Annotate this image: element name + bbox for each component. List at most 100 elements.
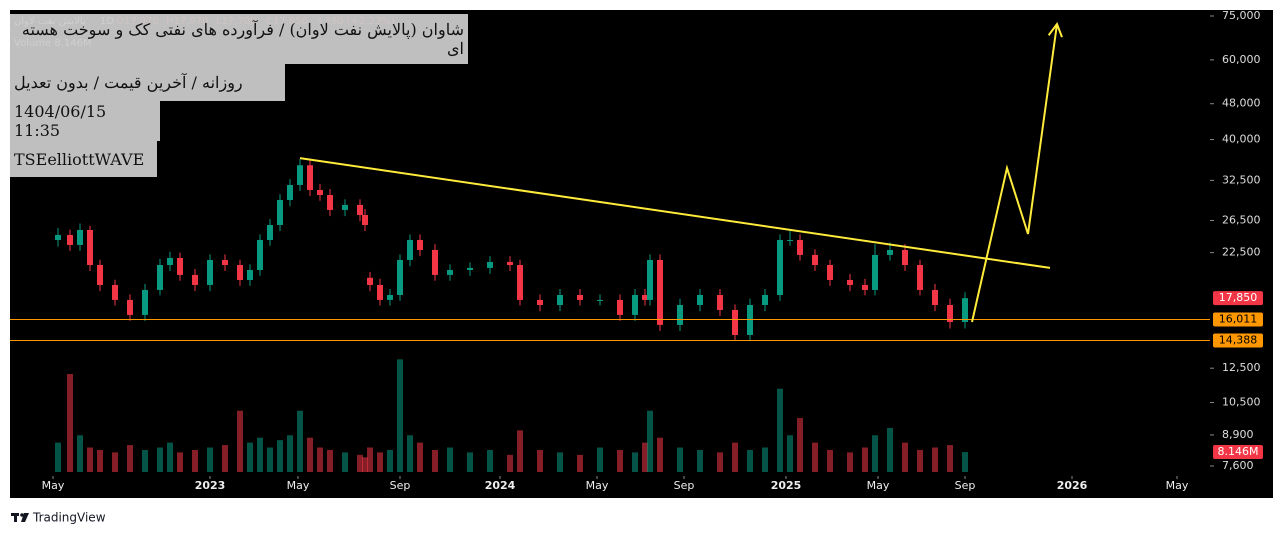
- candle-body: [917, 265, 923, 290]
- volume-bar: [257, 437, 263, 472]
- volume-bar: [847, 452, 853, 472]
- candle-body: [287, 184, 293, 201]
- trendline: [299, 157, 1051, 269]
- arrow-head: [1047, 21, 1063, 38]
- volume-bar: [317, 447, 323, 472]
- candle-body: [467, 267, 473, 270]
- x-tick-label: 2023: [195, 479, 226, 492]
- volume-bar: [407, 435, 413, 472]
- volume-bar: [247, 442, 253, 472]
- candle-body: [407, 239, 413, 260]
- candle-body: [812, 254, 818, 266]
- timestamp-box: 1404/06/15 11:35: [10, 101, 160, 141]
- volume-bar: [307, 437, 313, 472]
- x-tick-label: 2025: [771, 479, 802, 492]
- y-tick-label: 48,000: [1222, 97, 1261, 110]
- volume-bar: [632, 452, 638, 472]
- volume-bar: [67, 374, 73, 472]
- volume-bar: [237, 410, 243, 472]
- footer-logo: [11, 513, 29, 522]
- candle-body: [97, 265, 103, 285]
- volume-bar: [517, 430, 523, 472]
- candle-body: [307, 165, 313, 190]
- volume-bar: [432, 449, 438, 472]
- volume-bar: [657, 437, 663, 472]
- candle-body: [632, 294, 638, 315]
- candle-body: [557, 294, 563, 305]
- volume-bar: [342, 452, 348, 472]
- y-tick-label: 12,500: [1222, 361, 1261, 374]
- volume-bar: [55, 442, 61, 472]
- volume-label-box: [1213, 445, 1263, 460]
- candle-body: [367, 277, 373, 285]
- volume-bar: [947, 445, 953, 472]
- candle-body: [762, 294, 768, 305]
- candle-body: [207, 259, 213, 285]
- volume-bar: [87, 447, 93, 472]
- volume-bar: [447, 447, 453, 472]
- candle-body: [657, 259, 663, 325]
- volume-bar: [127, 445, 133, 472]
- y-tick-label: 10,500: [1222, 395, 1261, 408]
- volume-bar: [487, 449, 493, 472]
- volume-bar: [597, 447, 603, 472]
- volume-bar: [902, 442, 908, 472]
- candle-body: [342, 204, 348, 210]
- x-tick-label: May: [867, 479, 890, 492]
- last-price-label-box: [1213, 291, 1263, 306]
- candle-body: [787, 239, 793, 241]
- candle-body: [387, 294, 393, 300]
- volume-bar: [357, 454, 363, 472]
- last-price-label: 17,850: [1219, 291, 1258, 304]
- candle-body: [932, 289, 938, 305]
- volume-bar: [222, 445, 228, 472]
- y-tick-label: 8,900: [1222, 428, 1254, 441]
- candle-body: [827, 265, 833, 280]
- candle-body: [577, 294, 583, 300]
- projection: [971, 23, 1058, 323]
- volume-bar: [387, 449, 393, 472]
- title: شاوان (پالایش نفت لاوان) / فرآورده های ن…: [21, 20, 464, 58]
- candle-body: [397, 259, 403, 295]
- candle-body: [717, 294, 723, 310]
- volume-bar: [962, 452, 968, 472]
- candle-body: [872, 254, 878, 290]
- candle-body: [902, 249, 908, 266]
- volume-bar: [787, 435, 793, 472]
- candle-body: [297, 165, 303, 185]
- y-tick-label: 26,500: [1222, 213, 1261, 226]
- x-tick-label: 2026: [1057, 479, 1088, 492]
- x-tick-label: 2024: [485, 479, 516, 492]
- author: TSEelliottWAVE: [14, 149, 145, 169]
- candle-body: [777, 239, 783, 295]
- volume-bar: [277, 440, 283, 472]
- candle-body: [377, 284, 383, 300]
- volume-bar: [747, 449, 753, 472]
- volume-bar: [917, 449, 923, 472]
- candle-body: [267, 224, 273, 240]
- level-label-box: [1213, 312, 1263, 327]
- candle-body: [192, 274, 198, 285]
- volume-bar: [507, 454, 513, 472]
- subtitle: روزانه / آخرین قیمت / بدون تعدیل: [14, 73, 243, 92]
- volume-bar: [287, 435, 293, 472]
- candle-body: [327, 194, 333, 210]
- y-tick-label: 60,000: [1222, 53, 1261, 66]
- volume-bar: [777, 388, 783, 472]
- footer-text: TradingView: [32, 511, 106, 525]
- candle-body: [862, 284, 868, 290]
- volume-bar: [537, 449, 543, 472]
- volume-bar: [932, 447, 938, 472]
- candle-body: [317, 189, 323, 195]
- candle-body: [112, 284, 118, 300]
- volume-bar: [367, 447, 373, 472]
- x-tick-label: May: [586, 479, 609, 492]
- volume-bar: [717, 452, 723, 472]
- volume-bar: [167, 442, 173, 472]
- candle-body: [167, 257, 173, 266]
- candle-body: [222, 259, 228, 266]
- candle-body: [797, 239, 803, 255]
- volume-bar: [642, 442, 648, 472]
- volume-bar: [557, 452, 563, 472]
